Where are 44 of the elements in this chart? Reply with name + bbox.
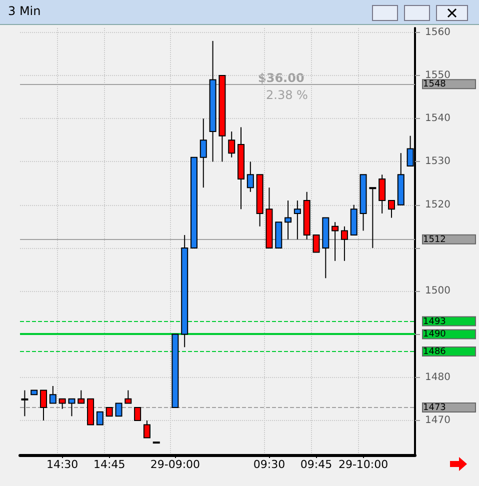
y-tick-label: 1500 [425,286,450,297]
candlestick [78,390,85,404]
x-tick-label: 29-10:00 [338,458,388,471]
ref-line-label: 1493 [423,316,446,327]
candlestick [378,174,386,214]
chart-title: 3 Min [8,4,41,18]
candlestick [96,411,104,426]
candlestick [21,390,28,417]
candlestick [124,390,132,404]
candlestick [284,200,292,240]
candlestick [134,407,142,421]
candlestick [49,385,56,404]
candlestick [340,226,348,262]
candlestick [332,222,339,262]
candlestick [200,118,207,188]
x-tick-label: 09:45 [300,458,332,471]
x-tick-label: 14:45 [93,458,126,471]
candlestick [40,390,48,421]
ref-line-label: 1473 [423,403,446,414]
ref-line-label: 1486 [423,346,446,357]
ref-line-label: 1490 [423,330,446,340]
y-tick-label: 1480 [425,372,450,383]
candlestick [388,200,395,218]
x-tick-label: 09:30 [253,458,286,471]
x-tick-label: 29-09:00 [150,458,200,471]
candlestick [68,398,76,417]
y-tick-label: 1520 [425,199,450,210]
ref-line-label: 1512 [423,234,446,245]
y-tick-label: 1530 [425,156,450,168]
candlestick [312,234,320,253]
x-tick-label: 14:30 [46,458,78,471]
candlestick [228,131,236,158]
candlestick [369,187,376,248]
candlestick [143,420,150,438]
y-tick-label: 1560 [425,26,450,38]
y-tick-label: 1550 [425,70,450,81]
ref-line-label: 1548 [423,80,446,90]
annotation: 2.38 % [266,88,308,102]
candlestick [115,402,122,417]
y-tick-label: 1540 [425,113,450,124]
candlestick [58,398,66,410]
y-tick-label: 1470 [425,414,450,426]
candlestick [246,161,254,192]
candlestick [294,200,301,240]
